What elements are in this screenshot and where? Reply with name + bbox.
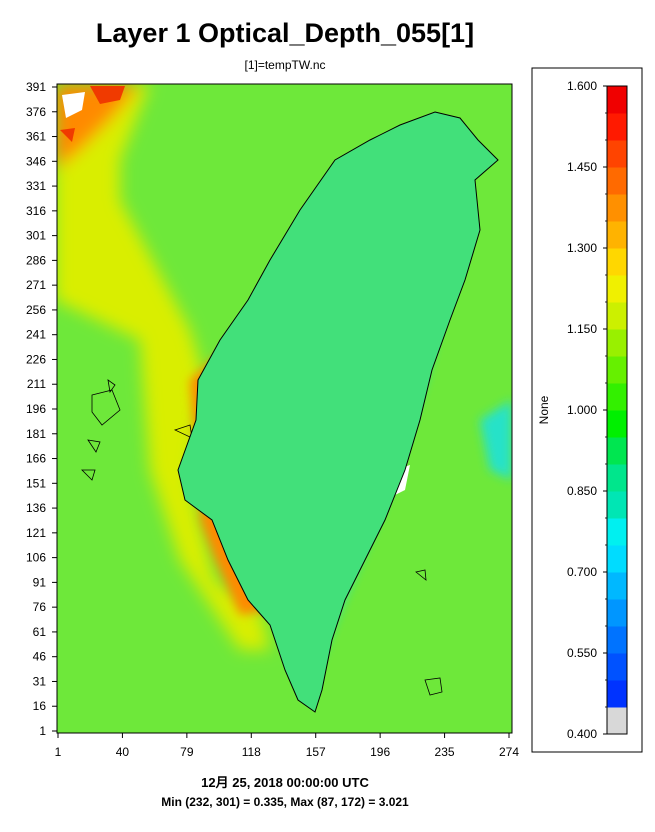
colorbar-swatch [607,707,627,735]
x-tick-label: 235 [435,745,455,759]
x-tick-label: 157 [306,745,326,759]
x-tick-label: 196 [370,745,390,759]
footer-datetime: 12月 25, 2018 00:00:00 UTC [201,775,369,790]
y-tick-label: 346 [26,154,46,168]
colorbar [607,86,627,735]
colorbar-swatch [607,329,627,357]
colorbar-swatch [607,545,627,573]
colorbar-swatch [607,113,627,141]
y-tick-label: 256 [26,303,46,317]
colorbar-swatch [607,221,627,249]
east-high-cyan [480,400,512,480]
y-tick-label: 31 [33,674,47,688]
colorbar-swatch [607,653,627,681]
colorbar-swatch [607,275,627,303]
colorbar-tick-label: 1.150 [567,322,597,336]
y-tick-label: 301 [26,229,46,243]
colorbar-tick-label: 0.400 [567,727,597,741]
plot-title: Layer 1 Optical_Depth_055[1] [95,18,475,48]
colorbar-swatch [607,248,627,276]
colorbar-tick-label: 0.550 [567,646,597,660]
colorbar-swatch [607,356,627,384]
colorbar-swatch [607,464,627,492]
y-tick-label: 271 [26,278,46,292]
x-tick-label: 79 [180,745,194,759]
colorbar-label: None [537,395,551,424]
y-tick-label: 316 [26,204,46,218]
y-tick-label: 91 [33,575,47,589]
colorbar-tick-label: 1.000 [567,403,597,417]
colorbar-tick-label: 1.600 [567,79,597,93]
colorbar-swatch [607,140,627,168]
colorbar-tick-label: 0.700 [567,565,597,579]
colorbar-swatch [607,572,627,600]
y-tick-label: 46 [33,650,47,664]
y-axis-ticks: 391 376 361 346 331 316 301 286 271 256 241 226 211 1… [26,80,57,738]
y-tick-label: 121 [26,526,46,540]
colorbar-swatch [607,167,627,195]
y-tick-label: 106 [26,551,46,565]
colorbar-swatch [607,491,627,519]
y-tick-label: 61 [33,625,47,639]
x-axis-ticks: 1 40 79 118 157 196 235 274 [55,733,519,759]
colorbar-ticks: 1.600 1.450 1.300 1.150 1.000 0.850 0.700 0.550… [567,79,607,741]
colorbar-swatch [607,518,627,546]
y-tick-label: 166 [26,452,46,466]
x-tick-label: 274 [499,745,519,759]
y-tick-label: 151 [26,476,46,490]
y-tick-label: 1 [39,724,46,738]
x-tick-label: 40 [116,745,130,759]
x-tick-label: 118 [242,745,261,759]
colorbar-tick-label: 0.850 [567,484,597,498]
nw-red-spots [60,86,125,142]
colorbar-swatch [607,599,627,627]
footer-minmax: Min (232, 301) = 0.335, Max (87, 172) = … [161,795,409,809]
y-tick-label: 391 [26,80,46,94]
x-tick-label: 1 [55,745,62,759]
y-tick-label: 211 [27,377,46,391]
y-tick-label: 286 [26,253,46,267]
colorbar-swatch [607,680,627,708]
colorbar-swatch [607,194,627,222]
y-tick-label: 76 [33,600,47,614]
y-tick-label: 361 [26,130,46,144]
y-tick-label: 16 [33,699,47,713]
y-tick-label: 241 [26,328,46,342]
offshore-islets [81,379,443,696]
y-tick-label: 376 [26,105,46,119]
colorbar-swatch [607,383,627,411]
colorbar-swatch [607,410,627,438]
colorbar-swatch [607,626,627,654]
colorbar-swatch [607,86,627,114]
colorbar-swatch [607,437,627,465]
colorbar-swatch [607,302,627,330]
y-tick-label: 136 [26,501,46,515]
y-tick-label: 196 [26,402,46,416]
colorbar-tick-label: 1.300 [567,241,597,255]
plot-subtitle: [1]=tempTW.nc [244,58,326,72]
y-tick-label: 181 [26,427,46,441]
y-tick-label: 226 [26,352,46,366]
haze-band-yellow [57,84,270,650]
y-tick-label: 331 [26,179,46,193]
colorbar-tick-label: 1.450 [567,160,597,174]
